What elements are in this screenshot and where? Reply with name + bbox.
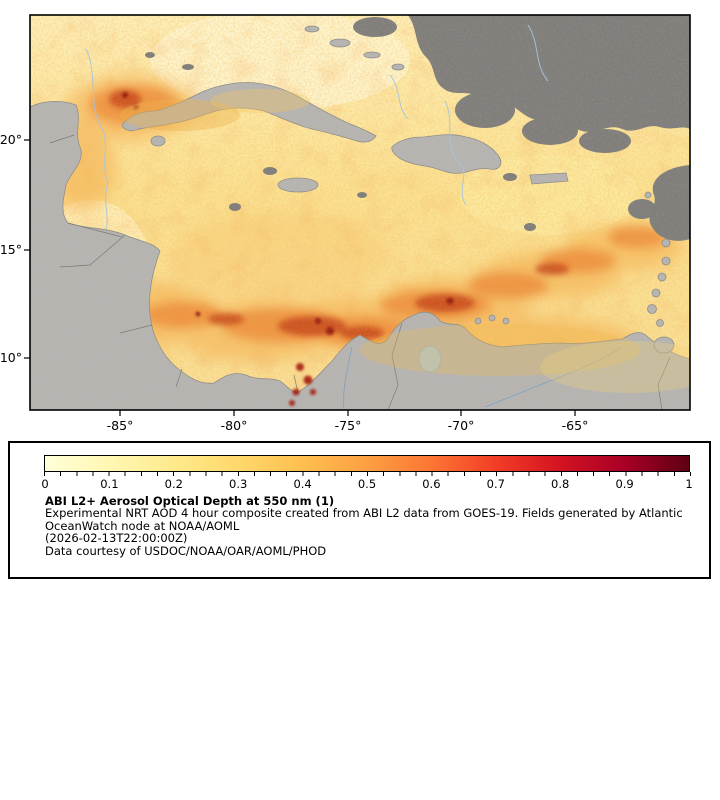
x-axis-tick-label: -75° [335,418,362,433]
aod-map-image: 20° 15° 10° -85° -80° -75° -70° -65° [0,14,691,433]
colorbar-tick-label: 0.9 [615,477,634,491]
x-axis-tick-label: -70° [448,418,475,433]
colorbar-tick-label: 0.6 [422,477,441,491]
y-axis-tick-label: 20° [0,132,22,147]
x-axis-tick-label: -85° [107,418,134,433]
legend-description-line1: Experimental NRT AOD 4 hour composite cr… [45,506,683,521]
colorbar [44,455,690,472]
colorbar-tick-label: 0.1 [100,477,119,491]
x-axis-tick-label: -80° [221,418,248,433]
colorbar-tick-label: 0 [41,477,49,491]
colorbar-tick-label: 0.2 [164,477,183,491]
axis-ticks [24,139,576,416]
y-axis-tick-label: 15° [0,242,22,257]
colorbar-tick-labels: 0 0.1 0.2 0.3 0.4 0.5 0.6 0.7 0.8 0.9 1 [10,443,709,577]
legend-description-line2: OceanWatch node at NOAA/AOML [45,518,240,533]
y-axis-tick-label: 10° [0,350,22,365]
legend-title: ABI L2+ Aerosol Optical Depth at 550 nm … [45,494,335,508]
colorbar-tick-label: 1 [685,477,693,491]
colorbar-tick-label: 0.7 [486,477,505,491]
legend-panel: 0 0.1 0.2 0.3 0.4 0.5 0.6 0.7 0.8 0.9 1 ABI L2+ Ae… [8,441,711,579]
aod-map-figure: 20° 15° 10° -85° -80° -75° -70° -65° [0,14,691,433]
map-frame [29,14,691,411]
colorbar-tick-label: 0.8 [551,477,570,491]
colorbar-tick-label: 0.4 [293,477,312,491]
colorbar-tick-label: 0.3 [229,477,248,491]
x-axis-tick-label: -65° [562,418,589,433]
map-canvas [30,15,690,410]
overall-texture [30,15,690,410]
legend-courtesy: Data courtesy of USDOC/NOAA/OAR/AOML/PHO… [45,543,327,558]
legend-timestamp: (2026-02-13T22:00:00Z) [45,531,188,546]
axis-labels: 20° 15° 10° -85° -80° -75° -70° -65° [0,132,588,433]
legend-text-block: ABI L2+ Aerosol Optical Depth at 550 nm … [45,495,683,557]
colorbar-tick-label: 0.5 [357,477,377,491]
colorbar-minor-ticks [44,472,692,476]
